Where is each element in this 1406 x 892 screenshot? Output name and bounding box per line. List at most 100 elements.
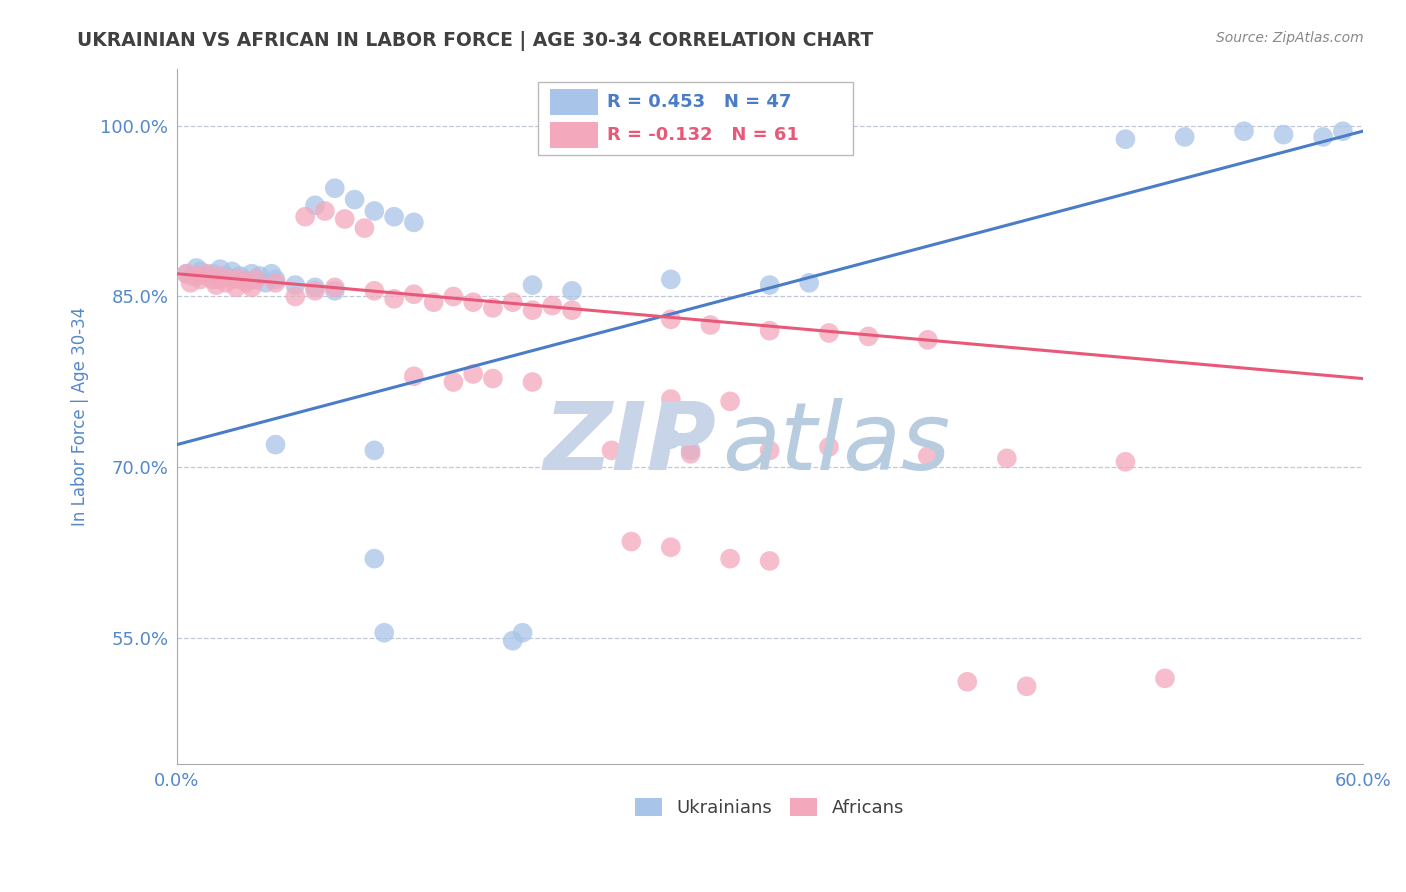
Point: [245, 272, 267, 286]
Point: [284, 289, 307, 303]
Point: [323, 280, 346, 294]
Point: [304, 198, 326, 212]
Y-axis label: In Labor Force | Age 30-34: In Labor Force | Age 30-34: [72, 307, 89, 525]
Point: [225, 271, 247, 285]
Point: [512, 625, 534, 640]
Point: [382, 210, 405, 224]
Point: [323, 181, 346, 195]
Text: Source: ZipAtlas.com: Source: ZipAtlas.com: [1216, 31, 1364, 45]
Point: [260, 267, 283, 281]
Point: [249, 268, 271, 283]
Point: [620, 534, 643, 549]
Point: [1114, 455, 1136, 469]
Point: [201, 272, 224, 286]
Point: [333, 211, 356, 226]
Legend: Ukrainians, Africans: Ukrainians, Africans: [628, 790, 911, 824]
Point: [956, 674, 979, 689]
Point: [363, 204, 385, 219]
Point: [422, 295, 444, 310]
Point: [917, 333, 939, 347]
Point: [221, 264, 243, 278]
Point: [229, 272, 252, 286]
Point: [373, 625, 395, 640]
Point: [363, 551, 385, 566]
Point: [382, 292, 405, 306]
Point: [995, 451, 1018, 466]
Point: [818, 440, 841, 454]
FancyBboxPatch shape: [550, 88, 598, 115]
Point: [718, 551, 741, 566]
Point: [190, 272, 212, 286]
Point: [402, 287, 425, 301]
Point: [181, 268, 204, 283]
Point: [186, 268, 208, 283]
Point: [205, 278, 228, 293]
Point: [522, 278, 544, 293]
Point: [323, 284, 346, 298]
Point: [1233, 124, 1256, 138]
Point: [180, 276, 202, 290]
Point: [463, 367, 485, 381]
Point: [363, 284, 385, 298]
Point: [240, 280, 263, 294]
Point: [659, 272, 682, 286]
Point: [186, 260, 208, 275]
Point: [679, 443, 702, 458]
FancyBboxPatch shape: [538, 82, 852, 155]
Point: [679, 447, 702, 461]
Point: [858, 329, 880, 343]
Point: [522, 303, 544, 318]
Point: [441, 289, 464, 303]
Point: [561, 303, 583, 318]
Point: [402, 369, 425, 384]
Point: [541, 299, 564, 313]
Point: [363, 443, 385, 458]
Point: [254, 276, 277, 290]
Point: [1174, 129, 1197, 144]
Point: [1015, 679, 1038, 693]
Point: [343, 193, 366, 207]
Point: [659, 541, 682, 555]
Point: [718, 394, 741, 409]
Point: [561, 284, 583, 298]
Point: [304, 284, 326, 298]
Point: [1114, 132, 1136, 146]
Point: [221, 272, 243, 286]
Point: [215, 268, 238, 283]
Point: [482, 301, 505, 315]
Point: [215, 276, 238, 290]
Point: [353, 221, 375, 235]
Point: [284, 278, 307, 293]
Point: [758, 278, 780, 293]
Point: [225, 280, 247, 294]
Text: ZIP: ZIP: [543, 398, 716, 490]
Point: [502, 633, 524, 648]
Point: [917, 449, 939, 463]
Point: [699, 318, 721, 332]
Point: [799, 276, 821, 290]
Point: [659, 432, 682, 446]
Point: [235, 273, 257, 287]
Point: [659, 312, 682, 326]
Point: [195, 267, 218, 281]
Point: [1154, 671, 1177, 685]
Point: [264, 276, 287, 290]
Point: [205, 272, 228, 286]
Point: [209, 262, 232, 277]
Text: UKRAINIAN VS AFRICAN IN LABOR FORCE | AGE 30-34 CORRELATION CHART: UKRAINIAN VS AFRICAN IN LABOR FORCE | AG…: [77, 31, 873, 51]
Point: [463, 295, 485, 310]
Point: [245, 272, 267, 286]
Text: atlas: atlas: [723, 399, 950, 490]
Point: [235, 276, 257, 290]
Point: [195, 268, 218, 283]
Point: [441, 375, 464, 389]
Point: [1331, 124, 1354, 138]
Point: [522, 375, 544, 389]
Point: [1312, 129, 1334, 144]
Point: [176, 267, 198, 281]
Point: [402, 215, 425, 229]
Point: [201, 267, 224, 281]
Point: [502, 295, 524, 310]
Point: [659, 392, 682, 406]
Point: [600, 443, 623, 458]
